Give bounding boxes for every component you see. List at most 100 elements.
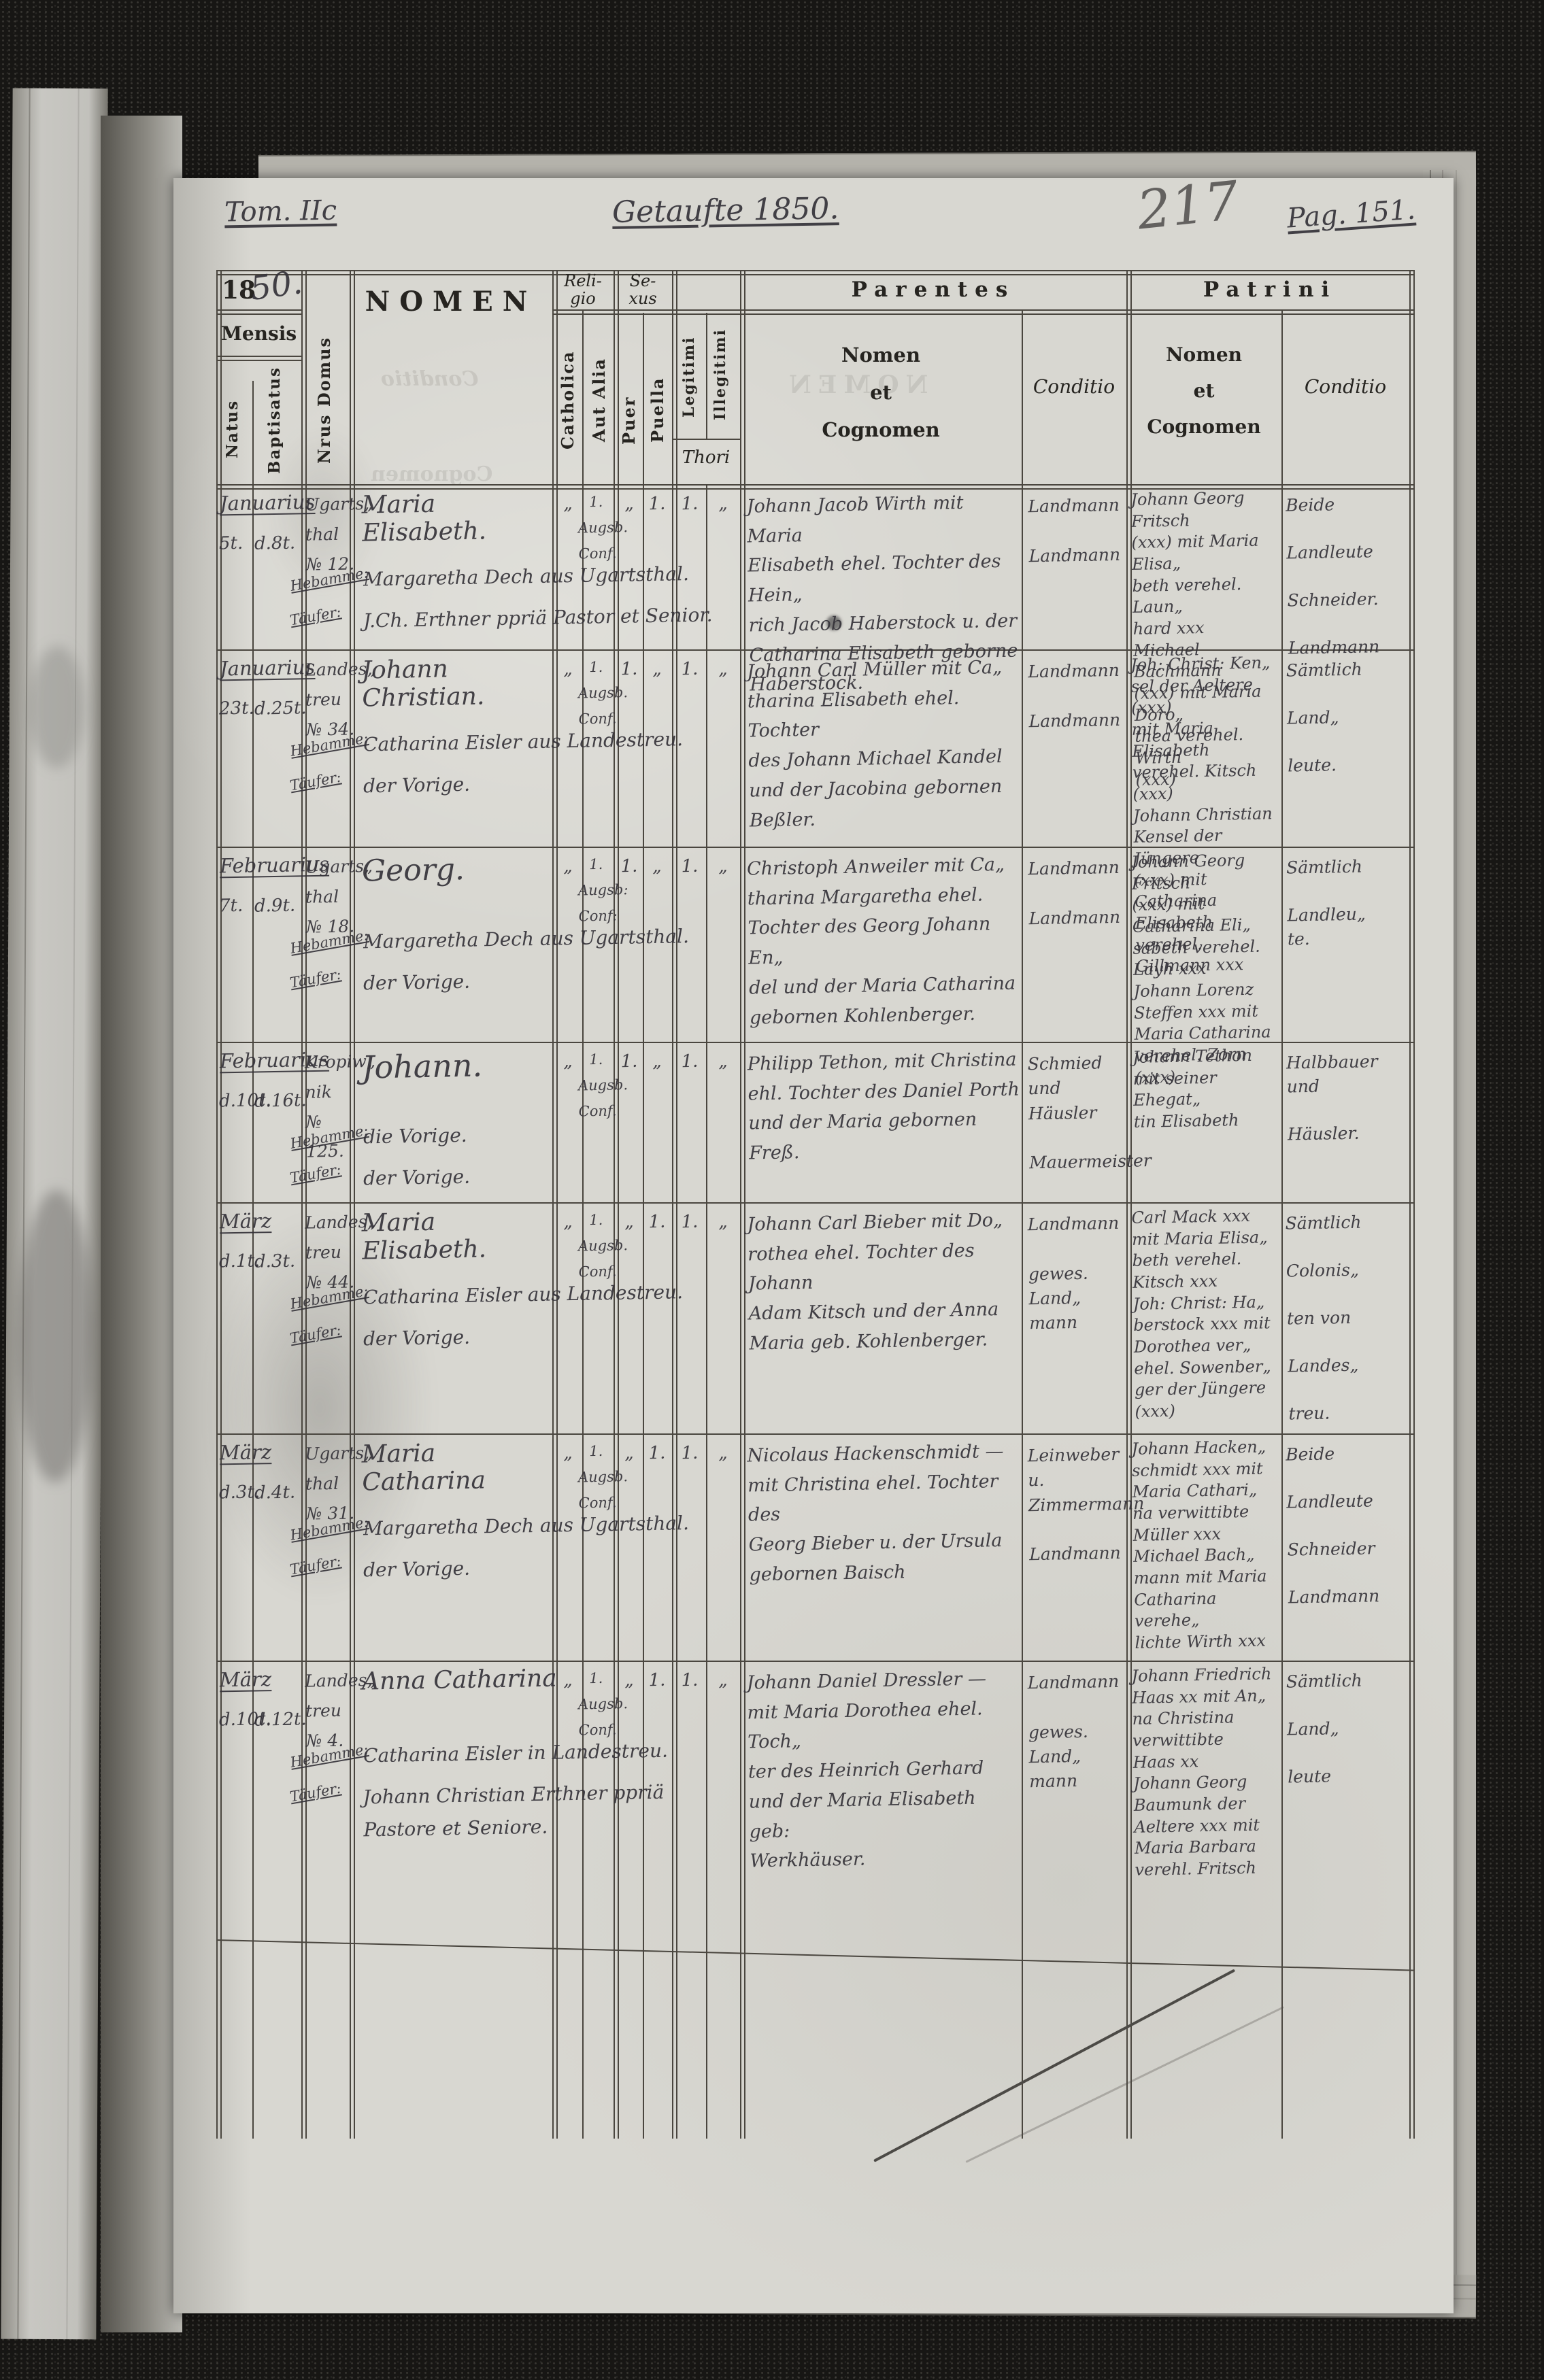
entry-natus-date: 5t. [218,532,244,554]
mark-puella: 1. [648,1442,666,1464]
table-rule [216,270,1413,271]
child-name: Anna Catharina [361,1664,558,1696]
column-header-aut-alia: Aut Alia [589,358,609,442]
column-header-legitimi: Legitimi [680,336,698,418]
baptizer-name: der Vorige. [363,1165,471,1190]
entry-natus-date: d.10t. [218,1709,271,1731]
parents-condition: Leinweber u. Zimmermann Landmann [1027,1444,1145,1565]
stain [204,1210,435,1605]
child-name: Maria Elisabeth. [361,1208,487,1265]
baptizer-label: Täufer: [288,966,343,991]
entry-baptisatus-date: d.9t. [254,895,296,917]
table-rule [216,484,1413,486]
table-rule [1409,270,1411,2139]
table-rule [740,270,741,2139]
mark-aut-alia: 1. Augsb. Conf. [577,493,628,562]
table-rule [582,309,584,2139]
table-rule [706,484,707,2139]
mark-legitimi: 1. [681,1051,699,1072]
parents-condition: Landmann Landmann [1028,494,1121,566]
baptizer-label: Täufer: [288,1780,343,1805]
mark-puella: 1. [648,1669,666,1691]
entry-house: Landes„ treu № 4. [304,1669,376,1751]
mark-puella: „ [652,658,662,680]
mark-legitimi: 1. [681,855,699,877]
entry-baptisatus-date: d.25t. [254,698,307,719]
column-header-patrini-nomen: Nomen et Cognomen [1147,343,1261,439]
column-header-puella: Puella [648,377,667,443]
midwife-name: Margaretha Dech aus Ugartsthal. [363,562,690,591]
column-header-patrini: Patrini [1203,277,1337,302]
mark-illegitimi: „ [718,1051,728,1072]
godparents-text: Johann Friedrich Haas xx mit An„ na Chri… [1131,1664,1272,1880]
parents-text: Philipp Tethon, mit Christina ehl. Tocht… [747,1049,1020,1164]
mark-puella: 1. [648,1211,666,1233]
baptizer-name: der Vorige. [363,1557,471,1582]
entry-row: Februarius 7t. d.9t. Ugarts„ thal № 18. … [0,847,1544,1087]
table-rule [301,270,303,2139]
table-rule [350,270,351,2139]
stain [265,422,381,598]
mark-puella: „ [652,1051,662,1072]
baptizer-label: Täufer: [288,1161,343,1187]
parents-text: Johann Carl Müller mit Ca„ tharina Elisa… [746,656,1003,832]
mark-legitimi: 1. [681,658,699,680]
midwife-name: Catharina Eisler aus Landestreu. [363,728,684,756]
mark-legitimi: 1. [681,1669,699,1691]
column-header-natus: Natus [223,399,241,459]
mark-aut-alia: 1. Augsb. Conf. [577,1442,628,1512]
entry-baptisatus-date: d.12t. [254,1709,307,1731]
parents-text: Johann Daniel Dressler — mit Maria Dorot… [746,1668,987,1872]
godparents-text: Carl Mack xxx mit Maria Elisa„ beth vere… [1131,1206,1271,1421]
mark-aut-alia: 1. Augsb: Conf: [577,855,628,925]
baptizer-name: Johann Christian Erthner ppriä Pastore e… [363,1780,665,1841]
table-rule [740,309,1413,311]
parents-condition: Landmann gewes. Land„ mann [1027,1671,1120,1792]
table-rule [216,1202,1413,1204]
mark-puer: 1. [620,855,638,877]
midwife-name: Catharina Eisler in Landestreu. [363,1739,669,1767]
column-header-nrus-domus: Nrus Domus [314,336,334,464]
entry-natus-date: 23t. [218,698,255,719]
mark-illegitimi: „ [718,658,728,680]
table-rule [643,313,644,2139]
table-rule [706,313,707,439]
table-rule [216,847,1413,848]
mark-puella: „ [652,855,662,877]
column-header-year-handwritten: 50. [248,262,305,309]
table-rule [216,1661,1413,1662]
binding-gutter [101,116,182,2332]
column-header-parentes-nomen: Nomen et Cognomen [822,343,940,442]
table-rule [252,381,254,2139]
entry-baptisatus-date: d.8t. [254,532,296,554]
column-header-religio: Reli- gio [564,271,602,309]
table-rule [216,1433,1413,1435]
mark-illegitimi: „ [718,1442,728,1464]
table-rule [552,309,740,311]
mark-illegitimi: „ [718,1211,728,1233]
table-rule [216,649,1413,651]
entry-house: Kropiw„ nik № 125. [304,1051,376,1161]
entry-natus-date: 7t. [218,895,244,917]
mark-puer: „ [624,1669,634,1691]
mark-illegitimi: „ [718,855,728,877]
godparents-condition: Sämtlich Colonis„ ten von Landes„ treu. [1285,1212,1362,1424]
baptizer-name: der Vorige. [363,1325,471,1350]
entry-house: Ugarts„ thal № 12. [304,493,373,575]
mark-puer: 1. [620,658,638,680]
bleed-through-text: Cognomen [371,462,493,486]
table-rule [672,270,673,2139]
child-name: Georg. [361,851,465,889]
column-header-illegitimi: Illegitimi [711,328,729,421]
table-rule [672,439,740,440]
table-rule [614,270,615,2139]
entry-baptisatus-date: d.3t. [254,1251,296,1272]
table-rule [216,356,301,357]
child-name: Maria Catharina [361,1439,486,1497]
entry-natus-date: d.1t. [218,1251,261,1272]
mark-puer: „ [624,493,634,515]
midwife-name: Margaretha Dech aus Ugartsthal. [363,1512,690,1540]
entry-row: Januarius 5t. d.8t. Ugarts„ thal № 12. M… [0,484,1544,789]
ink-blot [826,615,841,630]
